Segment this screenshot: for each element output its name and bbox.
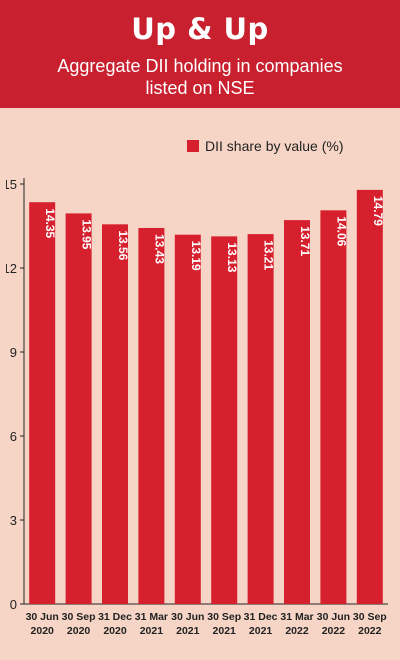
bar	[320, 210, 347, 604]
y-tick-label: 9	[10, 345, 17, 360]
bar-value-label: 14.35	[43, 208, 57, 238]
legend-swatch	[187, 140, 199, 152]
y-tick-label: 15	[6, 177, 17, 192]
bar	[102, 224, 128, 604]
x-tick-label-date: 31 Dec	[98, 611, 132, 623]
bar	[29, 202, 56, 604]
x-tick-label-year: 2021	[249, 625, 273, 637]
x-tick-label-year: 2022	[358, 625, 382, 637]
bar	[174, 234, 201, 604]
subtitle-line-1: Aggregate DII holding in companies	[57, 56, 343, 76]
x-tick-label-year: 2021	[176, 625, 200, 637]
bar-value-label: 13.56	[116, 230, 130, 260]
bar	[138, 227, 165, 604]
bar	[247, 234, 274, 604]
bar	[211, 236, 238, 605]
bar	[284, 220, 310, 604]
x-tick-label-date: 30 Jun	[26, 611, 59, 623]
chart-header: Up & Up Aggregate DII holding in compani…	[0, 0, 400, 108]
bar-chart: 0 3 6 9 12 15 DII share by value (%) 14.35 30 Ju…	[6, 138, 388, 637]
x-tick-label-date: 31 Dec	[244, 611, 278, 623]
bar-value-label: 14.79	[371, 196, 385, 226]
y-tick-label: 0	[10, 597, 17, 612]
y-tick-label: 6	[10, 429, 17, 444]
x-tick-label-year: 2020	[103, 625, 127, 637]
y-tick-label: 12	[6, 261, 17, 276]
bar-value-label: 13.71	[298, 226, 312, 256]
bar-value-label: 13.13	[225, 242, 239, 272]
chart-subtitle: Aggregate DII holding in companies liste…	[0, 55, 400, 99]
x-tick-label-date: 30 Sep	[207, 611, 241, 623]
x-tick-label-date: 31 Mar	[135, 611, 168, 623]
bar-value-label: 13.43	[152, 234, 166, 264]
x-tick-label-year: 2020	[67, 625, 91, 637]
x-tick-label-year: 2021	[140, 625, 164, 637]
legend-label: DII share by value (%)	[205, 138, 344, 154]
bar-value-label: 14.06	[334, 216, 348, 246]
x-tick-label-date: 30 Jun	[317, 611, 350, 623]
x-tick-label-date: 31 Mar	[280, 611, 313, 623]
y-tick-label: 3	[10, 513, 17, 528]
bar-value-label: 13.19	[189, 241, 203, 271]
chart-title: Up & Up	[131, 12, 269, 46]
x-tick-label-date: 30 Sep	[353, 611, 387, 623]
bar	[356, 189, 383, 604]
x-tick-label-year: 2020	[31, 625, 55, 637]
bar	[65, 213, 92, 604]
x-tick-label-year: 2022	[322, 625, 346, 637]
chart-area: 0 3 6 9 12 15 DII share by value (%) 14.35 30 Ju…	[6, 108, 392, 654]
subtitle-line-2: listed on NSE	[145, 78, 255, 98]
bar-value-label: 13.21	[262, 240, 276, 270]
x-tick-label-date: 30 Sep	[62, 611, 96, 623]
x-tick-label-date: 30 Jun	[171, 611, 204, 623]
x-tick-label-year: 2022	[285, 625, 309, 637]
x-tick-label-year: 2021	[213, 625, 237, 637]
bar-value-label: 13.95	[80, 219, 94, 249]
